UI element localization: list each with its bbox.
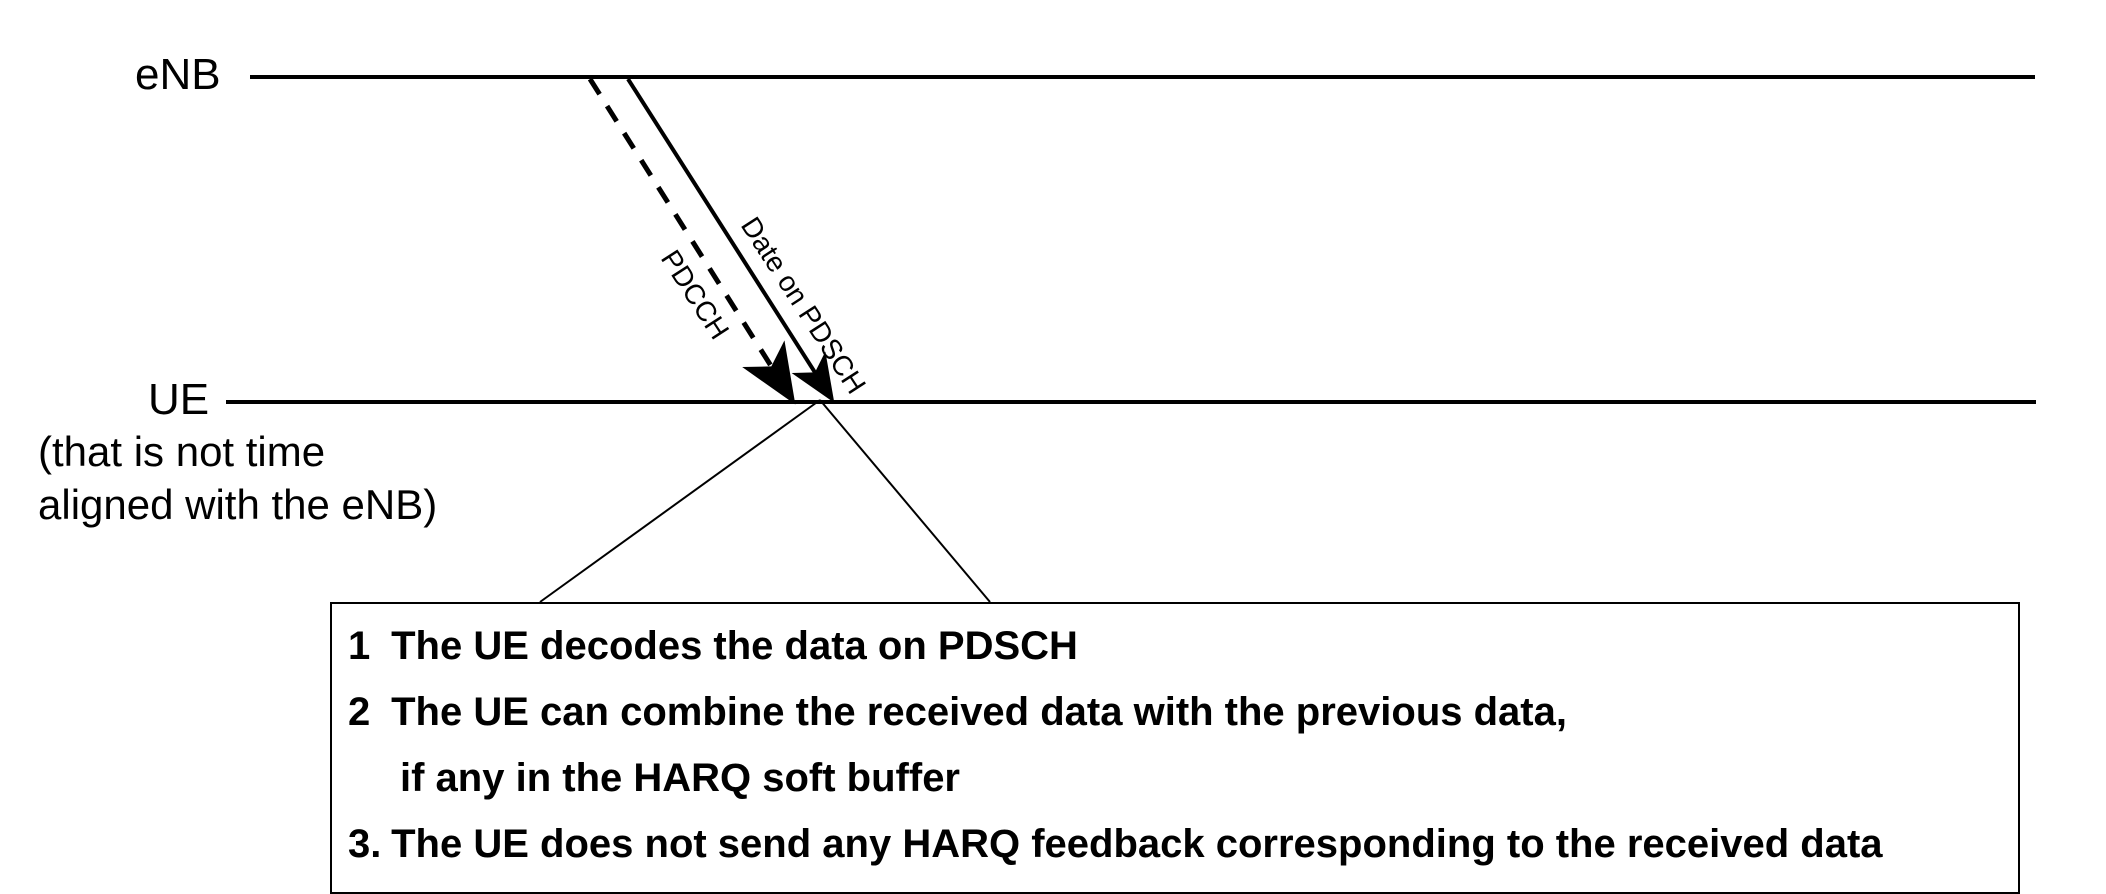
- step-2-num: 2: [348, 682, 380, 742]
- step-3-num: 3.: [348, 814, 380, 874]
- callout-connector-left: [540, 400, 820, 602]
- step-2-cont: if any in the HARQ soft buffer: [348, 748, 2002, 808]
- ue-subtext-line2: aligned with the eNB): [38, 481, 437, 528]
- ue-subtext-line1: (that is not time: [38, 428, 325, 475]
- sequence-diagram: eNB UE (that is not time aligned with th…: [0, 0, 2106, 883]
- ue-timeline: [226, 400, 2036, 404]
- pdcch-arrow: [590, 79, 790, 396]
- pdcch-arrow-label: PDCCH: [655, 244, 735, 344]
- step-1-num: 1: [348, 616, 380, 676]
- enb-timeline: [250, 75, 2035, 79]
- steps-callout-box: 1 The UE decodes the data on PDSCH 2 The…: [330, 602, 2020, 894]
- callout-connector-right: [820, 400, 990, 602]
- step-1-text: The UE decodes the data on PDSCH: [391, 624, 1078, 668]
- pdsch-arrow: [628, 79, 830, 396]
- ue-actor-label: UE: [148, 375, 209, 425]
- ue-actor-subtext: (that is not time aligned with the eNB): [38, 426, 437, 531]
- step-3-text: The UE does not send any HARQ feedback c…: [391, 822, 1882, 866]
- step-1: 1 The UE decodes the data on PDSCH: [348, 616, 2002, 676]
- step-2-text: The UE can combine the received data wit…: [391, 690, 1567, 734]
- step-3: 3. The UE does not send any HARQ feedbac…: [348, 814, 2002, 874]
- enb-actor-label: eNB: [135, 50, 221, 100]
- step-2: 2 The UE can combine the received data w…: [348, 682, 2002, 742]
- pdsch-arrow-label: Date on PDSCH: [735, 211, 872, 399]
